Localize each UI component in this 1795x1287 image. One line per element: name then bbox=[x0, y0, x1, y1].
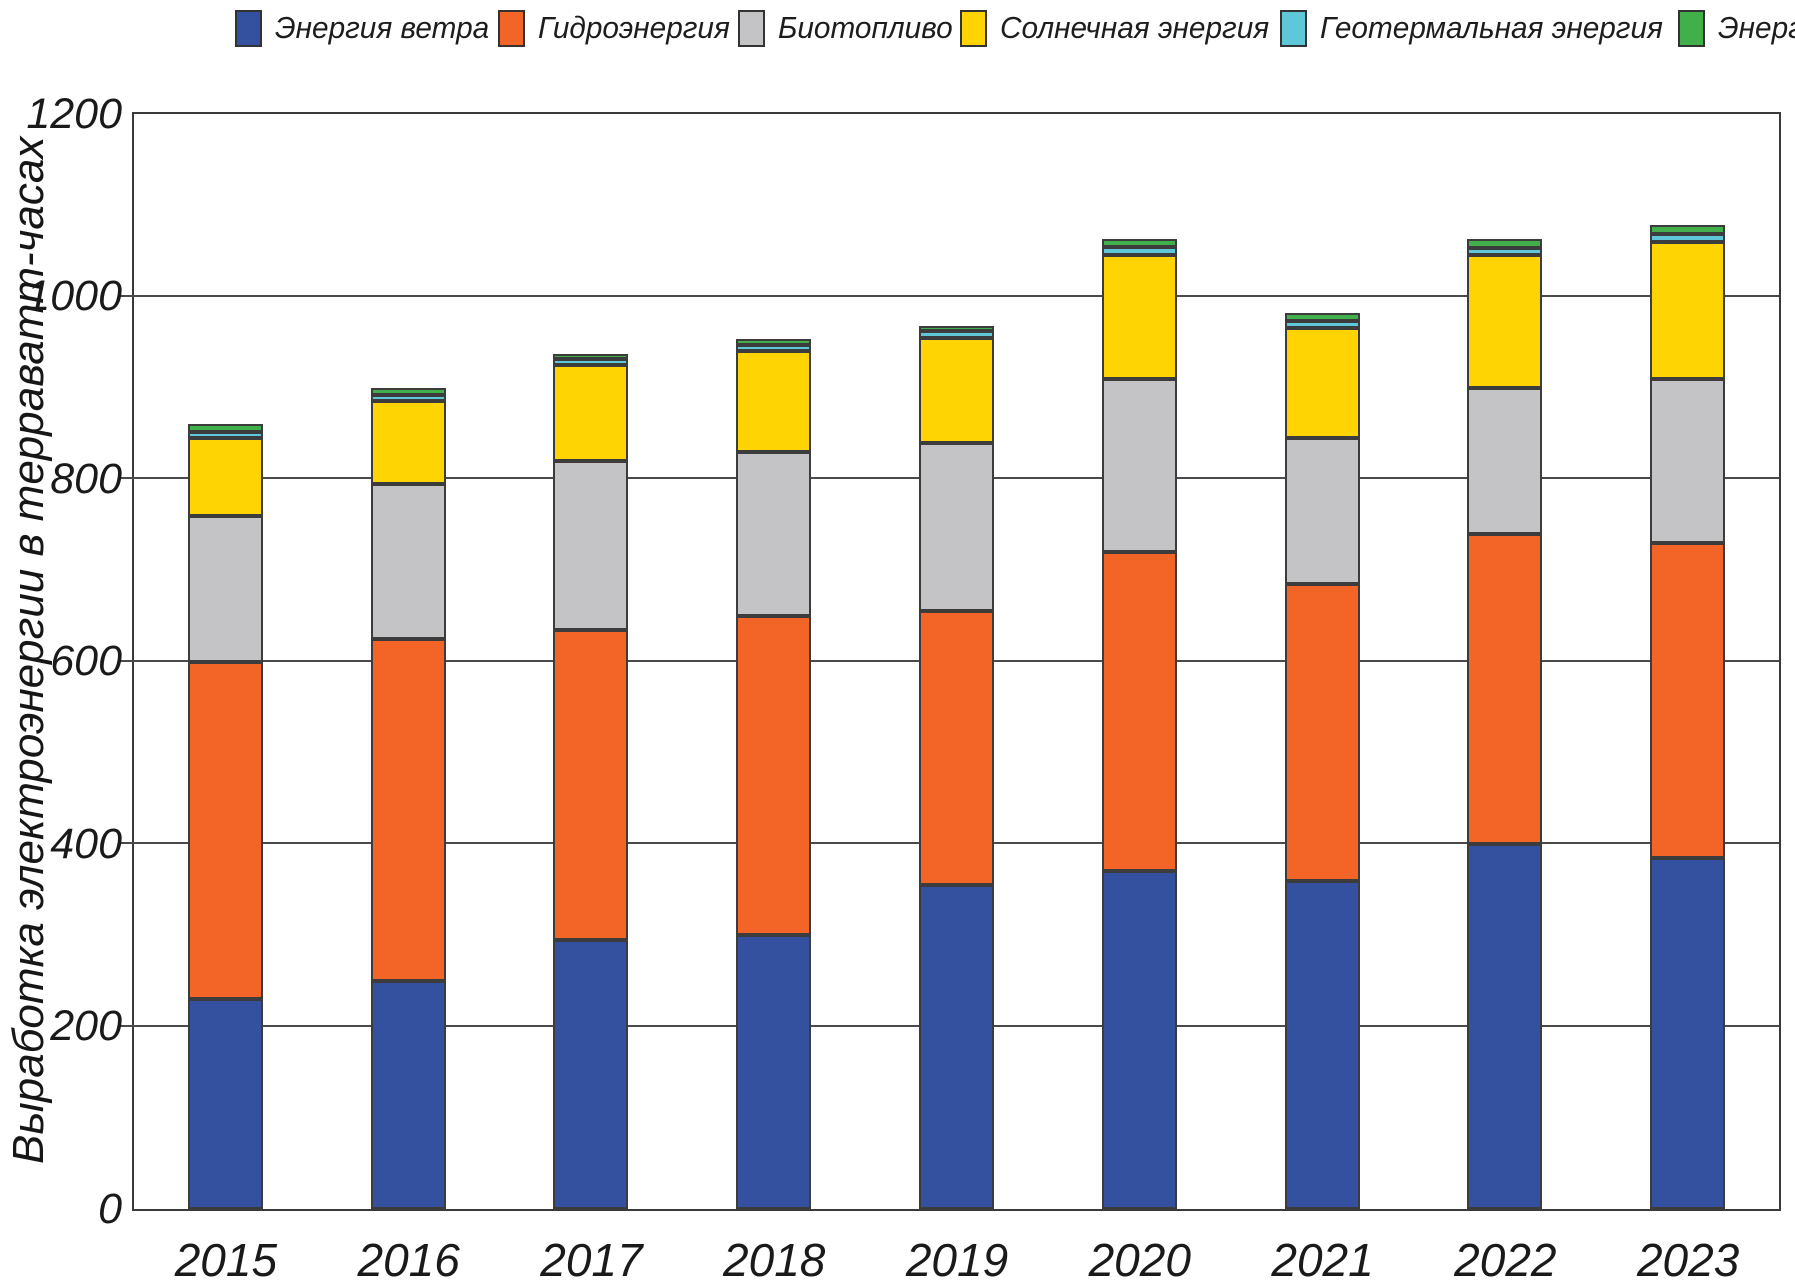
legend-swatch-icon bbox=[738, 9, 765, 47]
bar-segment bbox=[553, 629, 629, 940]
bar-segment bbox=[919, 337, 994, 443]
bar-segment bbox=[187, 437, 263, 516]
y-tick-label: 400 bbox=[50, 819, 122, 868]
bar-segment bbox=[919, 885, 994, 1209]
x-tick-label: 2019 bbox=[905, 1234, 1009, 1286]
legend-label: Энергия океана bbox=[1717, 10, 1795, 45]
bar-segment bbox=[1101, 247, 1177, 256]
bar-segment bbox=[1467, 533, 1543, 844]
bar-segment bbox=[187, 431, 263, 438]
legend-label: Энергия ветра bbox=[275, 10, 490, 45]
bar-segment bbox=[1650, 857, 1726, 1209]
legend-swatch-icon bbox=[1677, 9, 1705, 47]
bar-segment bbox=[1467, 844, 1543, 1209]
bar-segment bbox=[1284, 312, 1360, 322]
x-tick-label: 2023 bbox=[1636, 1234, 1740, 1286]
bar-segment bbox=[736, 339, 812, 345]
bar-segment bbox=[1101, 239, 1177, 248]
gridline bbox=[120, 294, 1779, 297]
plot-area bbox=[120, 112, 1781, 1211]
bar-segment bbox=[1650, 241, 1726, 379]
legend-item: Энергия ветра bbox=[235, 9, 498, 47]
bar-segment bbox=[919, 325, 994, 332]
y-tick-label: 200 bbox=[50, 1002, 122, 1050]
bar-segment bbox=[736, 615, 812, 936]
bar-segment bbox=[736, 451, 812, 616]
bar-segment bbox=[187, 515, 263, 662]
legend-item: Биотопливо bbox=[738, 9, 960, 47]
legend-swatch-icon bbox=[498, 9, 526, 47]
bar-segment bbox=[736, 351, 812, 452]
bar-segment bbox=[1101, 871, 1177, 1209]
bar-segment bbox=[1284, 583, 1360, 881]
legend-label: Гидроэнергия bbox=[538, 10, 731, 45]
bar-segment bbox=[919, 442, 994, 612]
legend-label: Солнечная энергия bbox=[999, 10, 1270, 45]
bar-segment bbox=[1284, 321, 1360, 329]
bar-segment bbox=[1650, 378, 1726, 543]
chart-legend: Энергия ветра Гидроэнергия Биотопливо Солне… bbox=[235, 2, 1795, 54]
bar-segment bbox=[370, 387, 446, 396]
bar-segment bbox=[1101, 378, 1177, 552]
bar-segment bbox=[1650, 225, 1726, 235]
x-tick-label: 2015 bbox=[174, 1234, 278, 1286]
legend-item: Солнечная энергия bbox=[959, 9, 1280, 47]
bar-segment bbox=[736, 344, 812, 352]
bar-segment bbox=[370, 980, 446, 1209]
bar-segment bbox=[919, 331, 994, 338]
bar-segment bbox=[370, 483, 446, 639]
x-tick-label: 2018 bbox=[723, 1234, 826, 1286]
x-tick-label: 2016 bbox=[357, 1234, 460, 1286]
bar-segment bbox=[1467, 248, 1543, 256]
bar-segment bbox=[1101, 255, 1177, 379]
bar-segment bbox=[1284, 880, 1360, 1209]
y-tick-label: 800 bbox=[50, 454, 122, 503]
bar-segment bbox=[553, 359, 629, 365]
bar-segment bbox=[187, 661, 263, 1000]
y-tick-label: 1200 bbox=[26, 89, 122, 138]
bar-segment bbox=[1467, 239, 1543, 249]
bar-segment bbox=[1650, 234, 1726, 242]
bar-segment bbox=[187, 424, 263, 432]
bar-segment bbox=[919, 611, 994, 886]
bar-segment bbox=[553, 460, 629, 630]
legend-item: Геотермальная энергия bbox=[1280, 9, 1677, 47]
bar-segment bbox=[187, 999, 263, 1209]
legend-label: Биотопливо bbox=[778, 10, 953, 45]
x-tick-label: 2022 bbox=[1454, 1234, 1557, 1286]
bar-segment bbox=[736, 935, 812, 1209]
legend-item: Гидроэнергия bbox=[498, 9, 738, 47]
x-tick-label: 2017 bbox=[540, 1234, 643, 1286]
bar-segment bbox=[1284, 437, 1360, 584]
y-tick-label: 600 bbox=[50, 637, 122, 685]
bar-segment bbox=[1467, 255, 1543, 388]
bar-segment bbox=[370, 401, 446, 484]
bar-segment bbox=[553, 354, 629, 360]
bar-segment bbox=[1101, 552, 1177, 872]
bar-segment bbox=[1650, 542, 1726, 858]
bar-segment bbox=[1467, 387, 1543, 534]
legend-item: Энергия океана bbox=[1677, 9, 1795, 47]
x-tick-label: 2021 bbox=[1271, 1234, 1374, 1286]
y-tick-label: 0 bbox=[98, 1184, 122, 1233]
bar-segment bbox=[370, 395, 446, 402]
bar-segment bbox=[553, 364, 629, 461]
legend-label: Геотермальная энергия bbox=[1320, 10, 1664, 45]
bar-segment bbox=[370, 638, 446, 981]
bar-segment bbox=[1284, 328, 1360, 438]
y-tick-label: 1000 bbox=[26, 272, 122, 320]
legend-swatch-icon bbox=[959, 9, 987, 47]
bar-segment bbox=[553, 939, 629, 1209]
x-tick-label: 2020 bbox=[1088, 1234, 1191, 1286]
legend-swatch-icon bbox=[235, 9, 262, 47]
legend-swatch-icon bbox=[1280, 9, 1308, 47]
